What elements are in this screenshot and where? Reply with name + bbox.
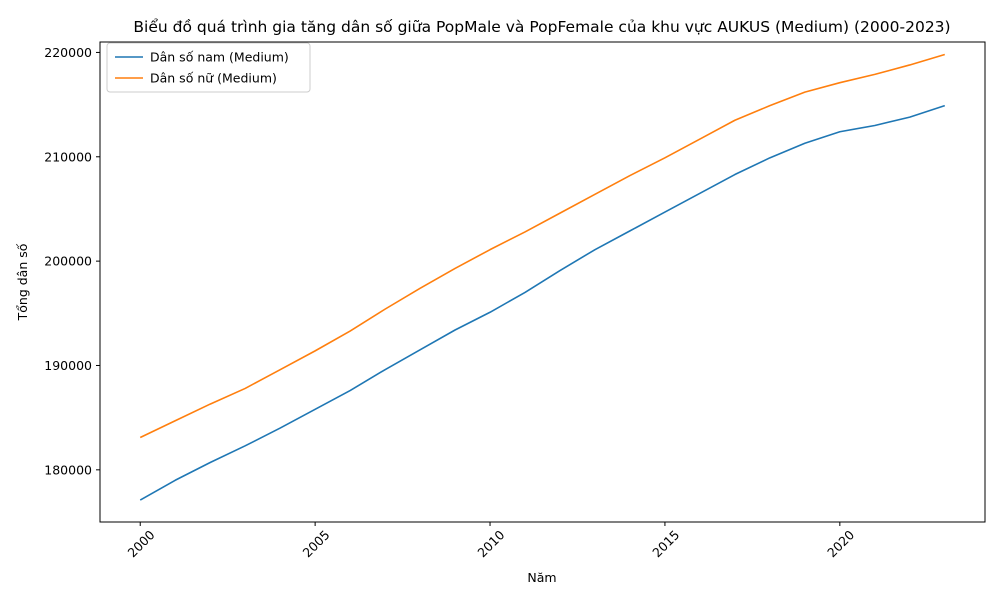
x-tick-label: 2010 (474, 527, 507, 560)
chart-title: Biểu đồ quá trình gia tăng dân số giữa P… (133, 18, 950, 36)
legend: Dân số nam (Medium) Dân số nữ (Medium) (106, 42, 311, 93)
legend-label-female: Dân số nữ (Medium) (150, 71, 277, 86)
series-line-1 (139, 53, 945, 439)
x-tick-label: 2000 (125, 527, 158, 560)
x-tick-label: 2020 (824, 527, 857, 560)
legend-label-male: Dân số nam (Medium) (150, 50, 289, 65)
x-axis-label: Năm (527, 570, 556, 585)
plot-layer (139, 53, 946, 501)
y-tick-label: 180000 (44, 462, 92, 477)
ticks-layer: 2000 2005 2010 2015 2020 180000 190000 200000 21… (44, 45, 857, 560)
y-tick-label: 190000 (44, 358, 92, 373)
x-tick-label: 2015 (649, 527, 682, 560)
series-line-0 (139, 104, 946, 501)
x-tick-label: 2005 (299, 527, 332, 560)
y-tick-label: 220000 (44, 45, 92, 60)
legend-box (106, 42, 311, 93)
y-tick-label: 210000 (44, 149, 92, 164)
y-tick-label: 200000 (44, 254, 92, 269)
plot-area-frame (99, 41, 986, 523)
y-axis-label: Tổng dân số (15, 243, 30, 321)
